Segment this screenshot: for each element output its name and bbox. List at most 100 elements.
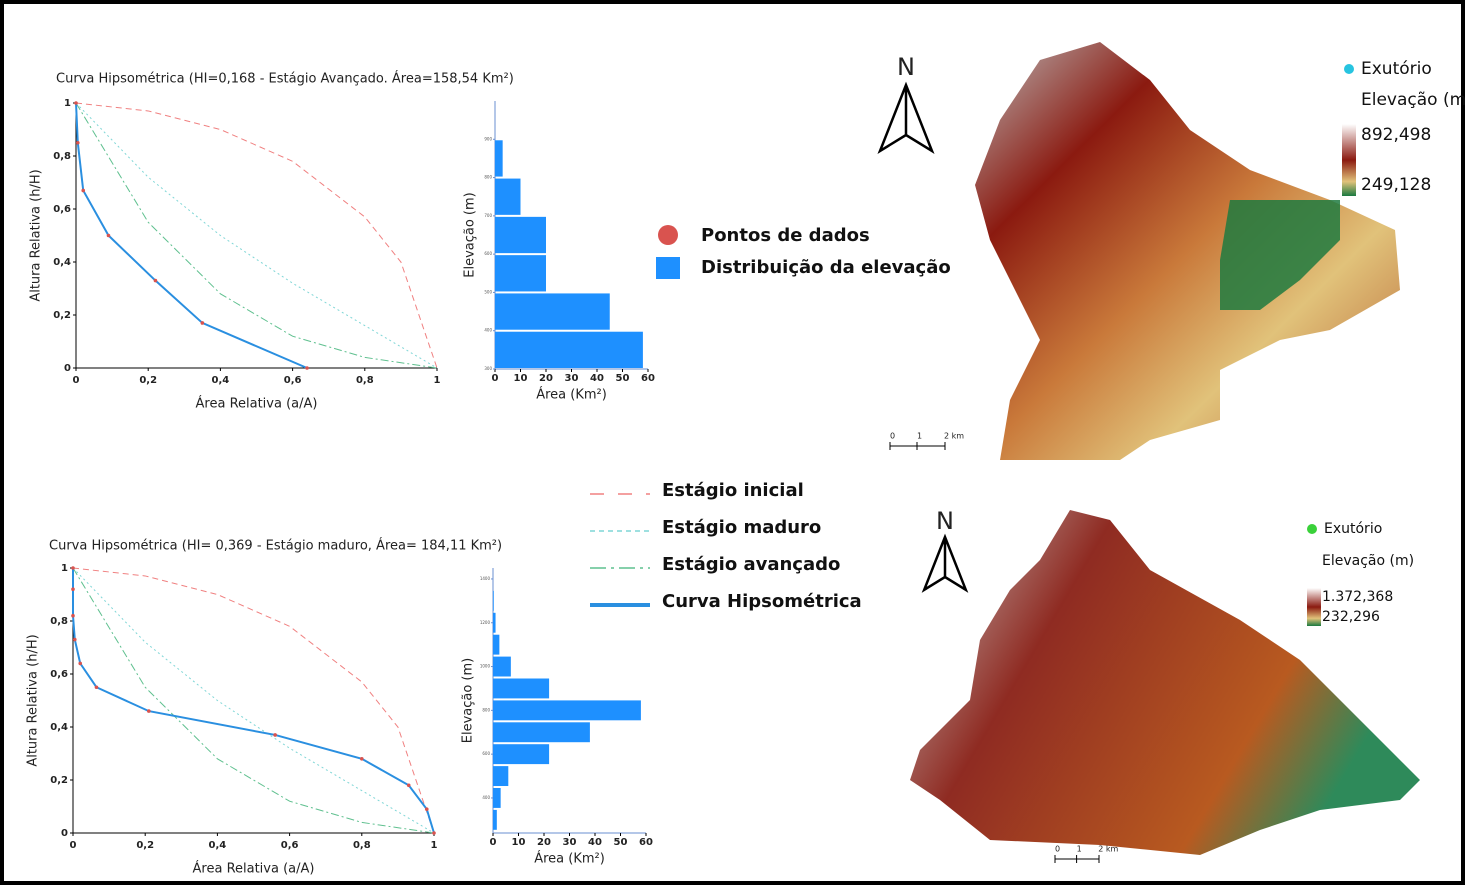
min-label: 232,296 bbox=[1322, 609, 1380, 625]
figure: N Exutório Elevação (m) 892,498 249,128 0 1 2 k… bbox=[0, 0, 1465, 885]
x-tick-label: 20 bbox=[537, 837, 551, 848]
legend-label: Estágio avançado bbox=[662, 554, 840, 575]
x-tick-label: 0,4 bbox=[209, 840, 227, 851]
data-point bbox=[154, 279, 158, 283]
bar bbox=[493, 722, 590, 742]
legend-marker bbox=[658, 225, 678, 245]
x-tick-label: 30 bbox=[563, 837, 577, 848]
x-tick-label: 0,6 bbox=[284, 375, 302, 386]
chart-title: Curva Hipsométrica (HI= 0,369 - Estágio … bbox=[49, 538, 502, 554]
y-tick-label: 1 bbox=[61, 563, 68, 574]
x-axis-label: Área (Km²) bbox=[534, 851, 605, 867]
y-tick-label: 0 bbox=[64, 363, 71, 374]
data-point bbox=[425, 807, 429, 811]
y-tick-label: 0 bbox=[61, 828, 68, 839]
x-tick-label: 1 bbox=[434, 375, 441, 386]
bar bbox=[493, 744, 549, 764]
north-label: N bbox=[897, 53, 915, 81]
x-tick-label: 0 bbox=[490, 837, 497, 848]
max-label: 1.372,368 bbox=[1322, 589, 1393, 605]
scale-label: 1 bbox=[917, 432, 922, 441]
x-tick-label: 10 bbox=[514, 373, 528, 384]
x-tick-label: 1 bbox=[431, 840, 438, 851]
y-axis-label: Elevação (m) bbox=[461, 658, 476, 744]
chart-title: Curva Hipsométrica (HI=0,168 - Estágio A… bbox=[56, 71, 514, 87]
bar bbox=[493, 679, 549, 699]
bar bbox=[495, 255, 546, 291]
data-point bbox=[305, 366, 309, 370]
x-tick-label: 60 bbox=[639, 837, 653, 848]
data-point bbox=[107, 234, 111, 238]
north-label: N bbox=[936, 507, 954, 535]
data-point bbox=[78, 662, 82, 666]
y-tick-label: 1200 bbox=[480, 620, 491, 625]
x-tick-label: 40 bbox=[588, 837, 602, 848]
y-tick-label: 700 bbox=[484, 213, 492, 218]
scale-label: 2 km bbox=[944, 432, 964, 441]
data-point bbox=[432, 831, 436, 835]
max-label: 892,498 bbox=[1361, 125, 1431, 145]
x-axis-label: Área (Km²) bbox=[536, 387, 607, 403]
scale-label: 2 km bbox=[1098, 845, 1118, 854]
y-tick-label: 0,6 bbox=[50, 669, 68, 680]
elevation-label: Elevação (m) bbox=[1361, 90, 1465, 110]
x-axis-label: Área Relativa (a/A) bbox=[193, 861, 315, 877]
y-axis-label: Altura Relativa (h/H) bbox=[29, 169, 44, 301]
bar bbox=[493, 810, 497, 830]
bar bbox=[493, 766, 508, 786]
data-point bbox=[95, 685, 99, 689]
y-tick-label: 800 bbox=[484, 175, 492, 180]
data-point bbox=[147, 709, 151, 713]
y-tick-label: 0,8 bbox=[53, 151, 71, 162]
legend-label: Estágio maduro bbox=[662, 517, 821, 538]
x-tick-label: 0,4 bbox=[212, 375, 230, 386]
y-tick-label: 0,8 bbox=[50, 616, 68, 627]
min-label: 249,128 bbox=[1361, 175, 1431, 195]
bar bbox=[493, 788, 501, 808]
x-tick-label: 10 bbox=[512, 837, 526, 848]
color-bar bbox=[1342, 124, 1356, 196]
legend-label: Pontos de dados bbox=[701, 225, 870, 246]
bar bbox=[493, 700, 641, 720]
scale-label: 0 bbox=[890, 432, 895, 441]
data-point bbox=[71, 587, 75, 591]
y-tick-label: 900 bbox=[484, 136, 492, 141]
bar bbox=[495, 332, 643, 368]
x-tick-label: 0,8 bbox=[353, 840, 371, 851]
bar bbox=[495, 140, 503, 176]
x-tick-label: 0,6 bbox=[281, 840, 299, 851]
data-point bbox=[71, 566, 75, 570]
y-tick-label: 800 bbox=[482, 707, 490, 712]
x-tick-label: 0 bbox=[70, 840, 77, 851]
scale-label: 1 bbox=[1077, 845, 1082, 854]
y-tick-label: 0,2 bbox=[50, 775, 68, 786]
y-tick-label: 300 bbox=[484, 366, 492, 371]
elevation-label: Elevação (m) bbox=[1322, 553, 1414, 569]
y-tick-label: 1000 bbox=[480, 664, 491, 669]
bar bbox=[495, 217, 546, 253]
y-axis-label: Altura Relativa (h/H) bbox=[26, 634, 41, 766]
y-tick-label: 600 bbox=[484, 251, 492, 256]
y-tick-label: 600 bbox=[482, 751, 490, 756]
data-point bbox=[273, 733, 277, 737]
x-tick-label: 0,2 bbox=[139, 375, 157, 386]
data-point bbox=[71, 614, 75, 618]
legend-swatch bbox=[656, 257, 680, 279]
y-tick-label: 0,2 bbox=[53, 310, 71, 321]
x-tick-label: 0,2 bbox=[136, 840, 154, 851]
data-point bbox=[74, 101, 78, 105]
outlet-marker bbox=[1344, 64, 1354, 74]
x-tick-label: 0 bbox=[73, 375, 80, 386]
outlet-label: Exutório bbox=[1361, 59, 1432, 79]
bar bbox=[493, 635, 499, 655]
data-point bbox=[360, 757, 364, 761]
legend-label: Distribuição da elevação bbox=[701, 257, 951, 278]
y-tick-label: 400 bbox=[484, 328, 492, 333]
x-tick-label: 40 bbox=[590, 373, 604, 384]
x-tick-label: 0,8 bbox=[356, 375, 374, 386]
bar bbox=[495, 293, 610, 329]
x-axis-label: Área Relativa (a/A) bbox=[196, 396, 318, 412]
y-tick-label: 0,4 bbox=[50, 722, 68, 733]
y-tick-label: 1400 bbox=[480, 576, 491, 581]
y-tick-label: 400 bbox=[482, 795, 490, 800]
